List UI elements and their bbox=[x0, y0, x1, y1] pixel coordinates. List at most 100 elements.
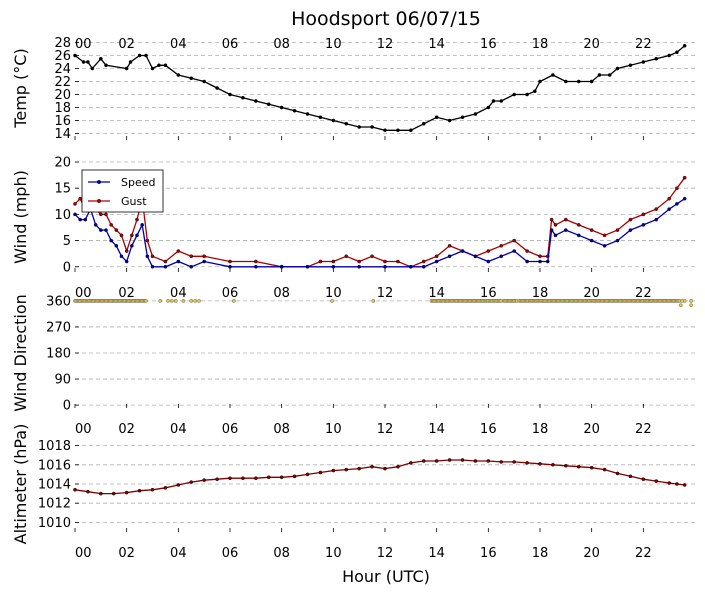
data-point bbox=[499, 244, 504, 248]
data-point bbox=[589, 79, 594, 84]
y-axis-label: Altimeter (hPa) bbox=[11, 424, 30, 545]
data-point bbox=[641, 223, 646, 227]
x-tick-label: 10 bbox=[325, 286, 342, 301]
data-point bbox=[654, 479, 659, 483]
x-tick-label: 18 bbox=[532, 546, 549, 561]
data-point bbox=[370, 464, 374, 469]
data-point bbox=[628, 228, 633, 232]
x-tick-label: 04 bbox=[170, 546, 187, 561]
data-point bbox=[421, 459, 426, 463]
data-point bbox=[137, 488, 142, 493]
data-point bbox=[279, 105, 284, 110]
data-point bbox=[512, 249, 516, 253]
data-point bbox=[157, 63, 161, 68]
direction-point bbox=[689, 299, 693, 303]
data-point bbox=[486, 459, 491, 463]
legend-marker-gust bbox=[96, 198, 101, 203]
data-point bbox=[266, 475, 271, 480]
direction-point bbox=[197, 299, 201, 303]
data-point bbox=[202, 79, 206, 84]
data-point bbox=[564, 228, 568, 232]
data-point bbox=[486, 249, 491, 253]
data-point bbox=[549, 228, 554, 232]
data-point bbox=[99, 212, 103, 217]
data-point bbox=[675, 482, 679, 486]
y-tick-label: 360 bbox=[46, 294, 71, 309]
data-point bbox=[215, 86, 219, 90]
data-point bbox=[512, 460, 516, 464]
direction-point bbox=[170, 299, 174, 303]
data-point bbox=[589, 238, 594, 243]
x-tick-label: 02 bbox=[118, 546, 135, 561]
y-tick-label: 0 bbox=[63, 260, 71, 275]
data-point bbox=[383, 264, 387, 269]
data-point bbox=[525, 249, 529, 253]
direction-point bbox=[181, 299, 186, 303]
data-point bbox=[654, 217, 659, 222]
x-tick-label: 22 bbox=[635, 422, 652, 437]
data-point bbox=[447, 254, 452, 259]
panel-wind: 0 5 10 15 20 00 02 04 06 08 10 12 14 16 18 20 22 Wind (mp… bbox=[11, 156, 695, 301]
y-tick-label: 15 bbox=[54, 182, 71, 197]
x-tick-label: 12 bbox=[377, 422, 394, 437]
data-point bbox=[254, 476, 258, 481]
direction-point bbox=[330, 299, 334, 303]
data-point bbox=[241, 95, 245, 100]
data-point bbox=[331, 259, 336, 264]
x-tick-label: 08 bbox=[273, 286, 290, 301]
x-tick-label: 20 bbox=[583, 37, 600, 52]
data-point bbox=[447, 118, 452, 123]
data-point bbox=[189, 480, 194, 484]
data-point bbox=[119, 254, 124, 259]
y-axis-label: Wind Direction bbox=[11, 294, 30, 412]
x-tick-label: 08 bbox=[273, 37, 290, 52]
data-point bbox=[114, 228, 119, 232]
legend-label-gust: Gust bbox=[121, 195, 147, 208]
data-point bbox=[163, 264, 168, 269]
data-point bbox=[111, 491, 116, 496]
chart-title: Hoodsport 06/07/15 bbox=[291, 8, 481, 30]
data-point bbox=[491, 99, 496, 103]
data-point bbox=[119, 233, 124, 238]
data-point bbox=[512, 92, 516, 97]
x-tick-label: 02 bbox=[118, 286, 135, 301]
data-point bbox=[434, 259, 439, 264]
x-tick-label: 22 bbox=[635, 546, 652, 561]
data-point bbox=[628, 217, 633, 222]
data-point bbox=[538, 259, 542, 264]
data-point bbox=[150, 487, 155, 492]
y-tick-label: 1012 bbox=[38, 497, 71, 512]
legend-box bbox=[81, 169, 164, 213]
data-point bbox=[357, 264, 361, 269]
data-point bbox=[682, 483, 687, 487]
y-tick-label: 20 bbox=[54, 88, 71, 103]
data-point bbox=[344, 467, 349, 472]
data-point bbox=[357, 125, 361, 129]
y-tick-label: 1014 bbox=[38, 478, 71, 493]
x-tick-label: 00 bbox=[75, 286, 92, 301]
data-point bbox=[90, 66, 95, 71]
data-point bbox=[130, 244, 134, 248]
data-point bbox=[150, 66, 155, 71]
data-point bbox=[564, 217, 568, 222]
x-axis-label: Hour (UTC) bbox=[342, 567, 430, 586]
data-point bbox=[305, 472, 310, 477]
y-tick-label: 16 bbox=[54, 114, 71, 129]
series-line-gust bbox=[74, 177, 686, 268]
x-tick-label: 18 bbox=[532, 286, 549, 301]
data-point bbox=[135, 217, 139, 222]
data-point bbox=[525, 259, 529, 264]
data-point bbox=[396, 259, 400, 264]
x-tick-label: 08 bbox=[273, 546, 290, 561]
data-point bbox=[682, 175, 687, 180]
x-tick-label: 10 bbox=[325, 546, 342, 561]
data-point bbox=[576, 464, 581, 469]
data-point bbox=[81, 60, 86, 64]
data-point bbox=[499, 460, 504, 464]
direction-point bbox=[189, 299, 194, 303]
data-point bbox=[675, 202, 679, 206]
x-tick-label: 02 bbox=[118, 37, 135, 52]
y-tick-label: 90 bbox=[54, 373, 71, 388]
data-point bbox=[144, 53, 148, 58]
